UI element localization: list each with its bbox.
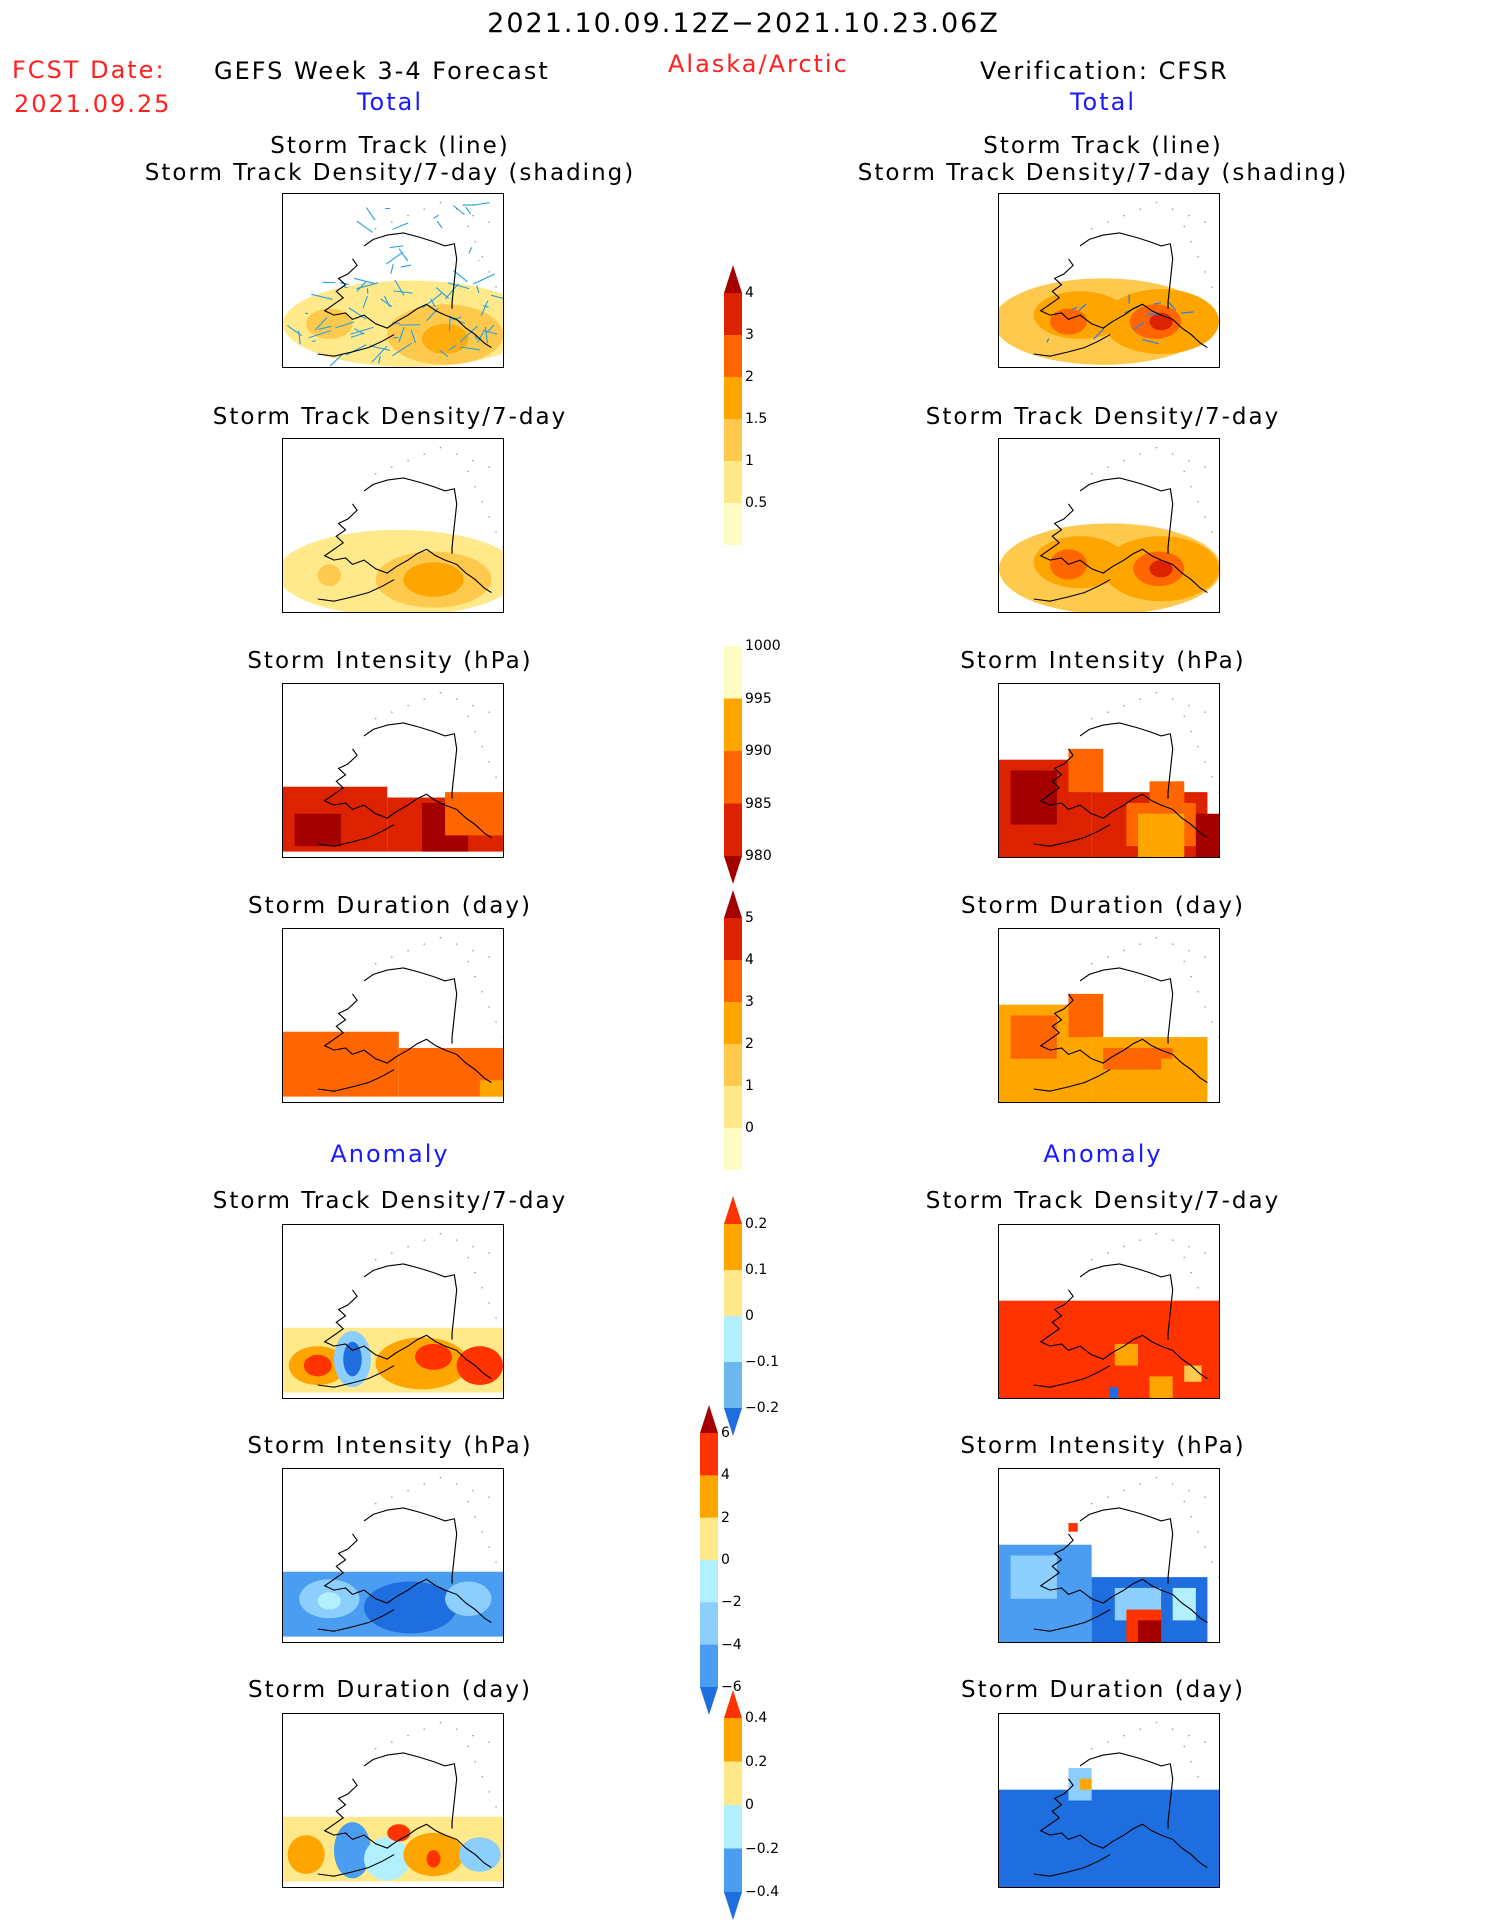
right-track-title-2: Storm Track Density/7-day (shading) <box>843 160 1363 186</box>
map-canvas <box>283 1469 503 1642</box>
fcst-date-value: 2021.09.25 <box>14 90 171 118</box>
map-canvas <box>999 194 1219 367</box>
colorbar-intensity-total: 1000 995 990 985 980 <box>724 646 784 888</box>
colorbar-tick-label: −4 <box>721 1637 742 1653</box>
colorbar-tick-label: −0.4 <box>745 1884 779 1900</box>
colorbar-tick-label: 6 <box>721 1425 730 1441</box>
map-right-duration <box>998 928 1220 1103</box>
map-canvas <box>999 929 1219 1102</box>
left-duration-anom-title: Storm Duration (day) <box>130 1677 650 1703</box>
colorbar-tick-label: 0.5 <box>745 495 767 511</box>
map-left-intensity-anomaly <box>282 1468 504 1643</box>
colorbar-tick-label: −0.1 <box>745 1354 779 1370</box>
colorbar-density-total: 4 3 2 1.5 1 0.5 <box>724 265 784 549</box>
colorbar-tick-label: 1000 <box>745 638 781 654</box>
colorbar-tick-label: 0 <box>745 1797 754 1813</box>
left-total-label: Total <box>290 88 490 116</box>
region-title: Alaska/Arctic <box>668 50 849 78</box>
colorbar-tick-label: 1.5 <box>745 411 767 427</box>
colorbar-intensity-anomaly: 6 4 2 0 −2 −4 −6 <box>700 1405 760 1719</box>
colorbar-tick-label: 0 <box>745 1120 754 1136</box>
colorbar-tick-label: 4 <box>721 1467 730 1483</box>
map-canvas <box>999 1469 1219 1642</box>
left-anomaly-label: Anomaly <box>290 1140 490 1168</box>
map-right-intensity <box>998 683 1220 858</box>
left-intensity-anom-title: Storm Intensity (hPa) <box>130 1433 650 1459</box>
map-canvas <box>283 1225 503 1398</box>
fcst-date-label: FCST Date: <box>12 56 166 84</box>
colorbar-tick-label: 995 <box>745 691 772 707</box>
colorbar-tick-label: 0.2 <box>745 1216 767 1232</box>
colorbar-tick-label: 980 <box>745 848 772 864</box>
colorbar-tick-label: 1 <box>745 1078 754 1094</box>
colorbar-tick-label: 990 <box>745 743 772 759</box>
left-density-anom-title: Storm Track Density/7-day <box>130 1188 650 1214</box>
colorbar-tick-label: 0 <box>745 1308 754 1324</box>
colorbar-tick-label: −2 <box>721 1594 742 1610</box>
right-total-label: Total <box>1003 88 1203 116</box>
map-right-track <box>998 193 1220 368</box>
right-track-title-1: Storm Track (line) <box>843 133 1363 159</box>
right-density-anom-title: Storm Track Density/7-day <box>843 1188 1363 1214</box>
colorbar-tick-label: 0 <box>721 1552 730 1568</box>
colorbar-tick-label: 5 <box>745 910 754 926</box>
colorbar-tick-label: 0.2 <box>745 1754 767 1770</box>
colorbar-tick-label: 3 <box>745 994 754 1010</box>
right-density-title: Storm Track Density/7-day <box>843 404 1363 430</box>
verification-title: Verification: CFSR <box>980 57 1229 85</box>
colorbar-tick-label: 985 <box>745 796 772 812</box>
colorbar-density-anomaly: 0.2 0.1 0 −0.1 −0.2 <box>724 1196 784 1440</box>
map-canvas <box>283 684 503 857</box>
left-density-title: Storm Track Density/7-day <box>130 404 650 430</box>
colorbar-tick-label: −0.2 <box>745 1841 779 1857</box>
period-title: 2021.10.09.12Z−2021.10.23.06Z <box>0 8 1487 39</box>
map-canvas <box>283 439 503 612</box>
colorbar-tick-label: 2 <box>721 1510 730 1526</box>
map-right-density-anomaly <box>998 1224 1220 1399</box>
colorbar-tick-label: 1 <box>745 453 754 469</box>
right-duration-anom-title: Storm Duration (day) <box>843 1677 1363 1703</box>
map-canvas <box>999 684 1219 857</box>
map-canvas <box>999 1714 1219 1887</box>
map-right-duration-anomaly <box>998 1713 1220 1888</box>
colorbar-svg <box>700 1405 760 1715</box>
colorbar-tick-label: 2 <box>745 1036 754 1052</box>
map-left-density-anomaly <box>282 1224 504 1399</box>
map-canvas <box>999 439 1219 612</box>
right-intensity-title: Storm Intensity (hPa) <box>843 648 1363 674</box>
colorbar-tick-label: 4 <box>745 285 754 301</box>
map-right-intensity-anomaly <box>998 1468 1220 1643</box>
map-left-duration-anomaly <box>282 1713 504 1888</box>
left-track-title-1: Storm Track (line) <box>130 133 650 159</box>
map-canvas <box>283 1714 503 1887</box>
right-anomaly-label: Anomaly <box>1003 1140 1203 1168</box>
colorbar-duration-anomaly: 0.4 0.2 0 −0.2 −0.4 <box>724 1690 784 1924</box>
map-canvas <box>999 1225 1219 1398</box>
colorbar-svg <box>724 890 784 1170</box>
colorbar-tick-label: 0.4 <box>745 1710 767 1726</box>
map-canvas <box>283 194 503 367</box>
left-duration-title: Storm Duration (day) <box>130 893 650 919</box>
right-intensity-anom-title: Storm Intensity (hPa) <box>843 1433 1363 1459</box>
map-left-density <box>282 438 504 613</box>
map-left-track <box>282 193 504 368</box>
forecast-title: GEFS Week 3-4 Forecast <box>214 57 550 85</box>
map-left-duration <box>282 928 504 1103</box>
colorbar-tick-label: 2 <box>745 369 754 385</box>
left-intensity-title: Storm Intensity (hPa) <box>130 648 650 674</box>
colorbar-tick-label: 3 <box>745 327 754 343</box>
colorbar-tick-label: 0.1 <box>745 1262 767 1278</box>
map-right-density <box>998 438 1220 613</box>
right-duration-title: Storm Duration (day) <box>843 893 1363 919</box>
colorbar-tick-label: 4 <box>745 952 754 968</box>
map-canvas <box>283 929 503 1102</box>
colorbar-duration-total: 5 4 3 2 1 0 <box>724 890 784 1174</box>
left-track-title-2: Storm Track Density/7-day (shading) <box>130 160 650 186</box>
map-left-intensity <box>282 683 504 858</box>
